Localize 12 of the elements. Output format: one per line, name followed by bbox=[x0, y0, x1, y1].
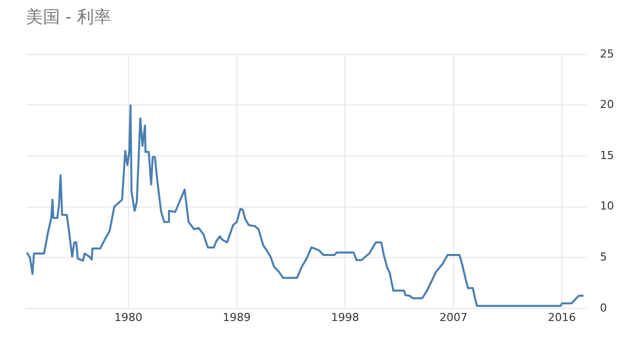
x-tick-label: 1980 bbox=[114, 310, 142, 324]
x-tick-label: 2007 bbox=[440, 310, 468, 324]
x-tick-label: 2016 bbox=[548, 310, 576, 324]
y-tick-label: 0 bbox=[600, 301, 608, 314]
x-tick-label: 1989 bbox=[222, 310, 251, 324]
y-tick-label: 15 bbox=[600, 148, 614, 162]
y-tick-label: 25 bbox=[600, 47, 614, 60]
x-tick-label: 1998 bbox=[331, 310, 360, 324]
y-tick-label: 5 bbox=[600, 250, 608, 264]
chart-title: 美国 - 利率 bbox=[26, 8, 111, 28]
y-tick-label: 10 bbox=[600, 200, 614, 213]
y-tick-label: 20 bbox=[600, 98, 614, 112]
